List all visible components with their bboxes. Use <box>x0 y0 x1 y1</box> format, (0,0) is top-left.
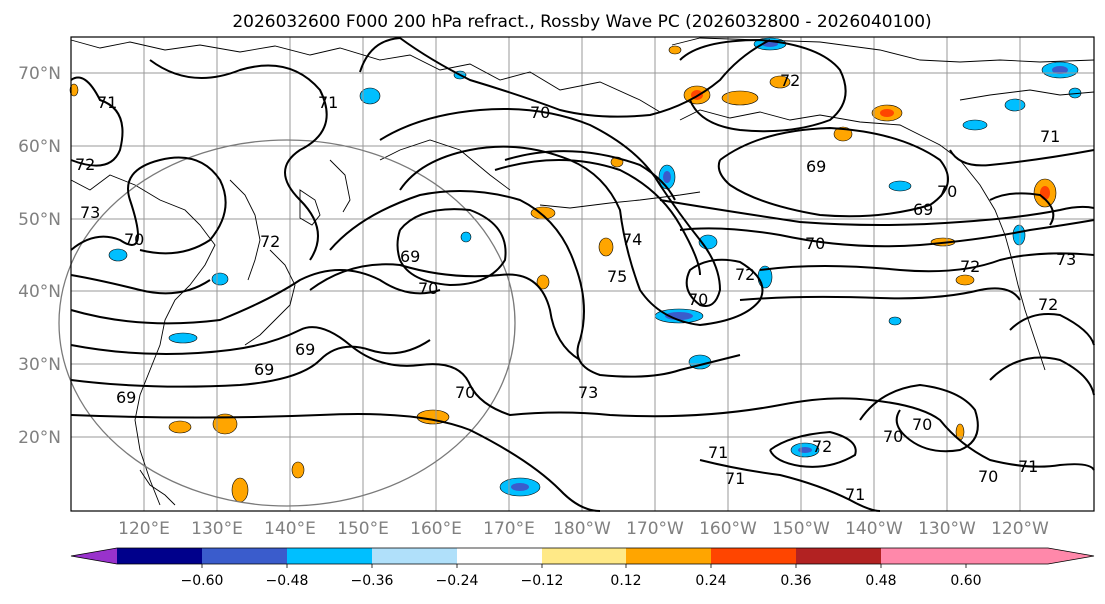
contour-label: 73 <box>578 383 598 402</box>
colorbar-tick-label: 0.36 <box>780 573 811 589</box>
contour-label: 72 <box>780 71 800 90</box>
lon-label: 160°W <box>699 519 757 539</box>
colorbar-extend-high <box>881 548 1094 564</box>
colorbar-tick-label: −0.36 <box>351 573 394 589</box>
contour-label: 69 <box>295 340 315 359</box>
contour-label: 69 <box>806 157 826 176</box>
contour-label: 71 <box>318 93 338 112</box>
contour-label: 70 <box>978 467 998 486</box>
longitude-labels: 120°E 130°E 140°E 150°E 160°E 170°E 180°… <box>118 519 1049 539</box>
contour-label: 71 <box>845 485 865 504</box>
contour-label: 72 <box>960 257 980 276</box>
latitude-labels: 70°N 60°N 50°N 40°N 30°N 20°N <box>18 64 61 448</box>
lon-label: 140°E <box>264 519 316 539</box>
colorbar-segment <box>372 548 457 564</box>
colorbar-tick-label: −0.24 <box>436 573 479 589</box>
lon-label: 120°E <box>118 519 170 539</box>
contour-label: 72 <box>812 437 832 456</box>
lon-label: 140°W <box>845 519 903 539</box>
contour-label: 71 <box>97 93 117 112</box>
focus-circle <box>58 139 516 507</box>
coastlines <box>70 37 1095 506</box>
lon-label: 130°E <box>191 519 243 539</box>
contour-label: 73 <box>1056 250 1076 269</box>
contour-label: 70 <box>455 383 475 402</box>
contour-label: 71 <box>725 469 745 488</box>
contour-label: 69 <box>116 388 136 407</box>
lon-label: 150°E <box>337 519 389 539</box>
colorbar-segment <box>287 548 372 564</box>
lon-label: 120°W <box>991 519 1049 539</box>
contour-label: 70 <box>124 230 144 249</box>
contour-label: 70 <box>883 427 903 446</box>
colorbar-tick-label: 0.24 <box>695 573 726 589</box>
contour-label: 72 <box>75 155 95 174</box>
contour-label: 71 <box>708 443 728 462</box>
contour-label: 70 <box>805 234 825 253</box>
colorbar-tick-label: 0.60 <box>950 573 981 589</box>
lat-label: 40°N <box>18 282 61 302</box>
colorbar-outline <box>70 547 1095 565</box>
contour-label: 69 <box>913 200 933 219</box>
contour-label: 69 <box>400 247 420 266</box>
lat-label: 70°N <box>18 64 61 84</box>
colorbar-extend-low <box>71 548 117 564</box>
contour-label: 70 <box>912 415 932 434</box>
contour-label: 70 <box>418 279 438 298</box>
refractive-index-contours <box>70 36 1095 512</box>
colorbar-tick-label: −0.12 <box>521 573 564 589</box>
colorbar-tick-label: 0.48 <box>865 573 896 589</box>
lon-label: 160°E <box>410 519 462 539</box>
contour-label: 72 <box>735 265 755 284</box>
lat-label: 30°N <box>18 355 61 375</box>
lon-label: 180°W <box>553 519 611 539</box>
contour-label: 72 <box>260 232 280 251</box>
lat-label: 50°N <box>18 210 61 230</box>
contour-label: 70 <box>688 290 708 309</box>
lon-label: 150°W <box>772 519 830 539</box>
contour-label: 71 <box>1018 457 1038 476</box>
contour-label: 70 <box>937 182 957 201</box>
contour-label: 71 <box>1040 127 1060 146</box>
contour-label: 72 <box>1038 295 1058 314</box>
lat-label: 20°N <box>18 428 61 448</box>
figure-title: 2026032600 F000 200 hPa refract., Rossby… <box>232 12 931 32</box>
colorbar-segment <box>542 548 626 564</box>
colorbar-segment <box>117 548 202 564</box>
contour-labels: 71 70 72 71 72 73 70 72 69 69 70 69 69 7… <box>75 71 1076 504</box>
map-panel: 71 70 72 71 72 73 70 72 69 69 70 69 69 7… <box>58 36 1095 512</box>
lat-label: 60°N <box>18 137 61 157</box>
colorbar-segment <box>626 548 711 564</box>
lon-label: 130°W <box>918 519 976 539</box>
colorbar-tick-label: −0.60 <box>181 573 224 589</box>
lon-label: 170°W <box>626 519 684 539</box>
colorbar-tick-label: −0.48 <box>266 573 309 589</box>
contour-label: 70 <box>530 103 550 122</box>
contour-label: 75 <box>607 267 627 286</box>
colorbar-segment <box>457 548 542 564</box>
colorbar-segment <box>711 548 796 564</box>
colorbar-segment <box>796 548 881 564</box>
contour-label: 73 <box>80 203 100 222</box>
contour-label: 69 <box>254 360 274 379</box>
lon-label: 170°E <box>483 519 535 539</box>
colorbar: −0.60 −0.48 −0.36 −0.24 −0.12 0.12 0.24 … <box>70 547 1095 589</box>
colorbar-segment <box>202 548 287 564</box>
contour-label: 74 <box>622 230 642 249</box>
map-frame <box>70 36 1095 512</box>
colorbar-tick-label: 0.12 <box>610 573 641 589</box>
